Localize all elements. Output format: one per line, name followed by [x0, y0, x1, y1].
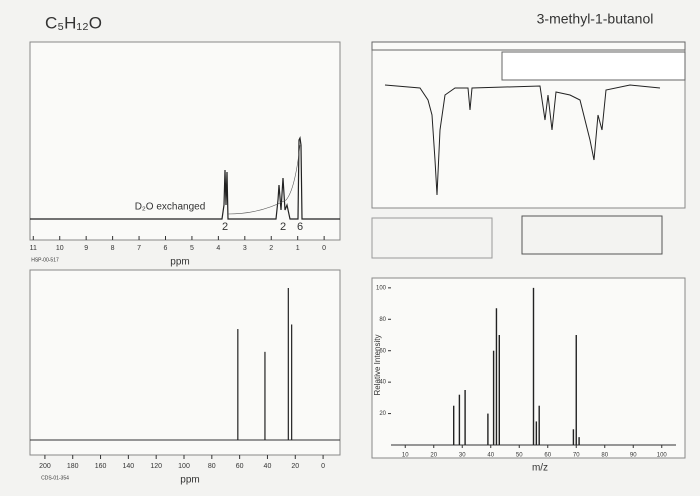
x-tick-label: 60 — [236, 463, 244, 470]
compound-name: 3-methyl-1-butanol — [537, 11, 654, 27]
y-tick-label: 20 — [379, 411, 386, 417]
x-tick-label: 8 — [111, 245, 115, 252]
x-tick-label: 40 — [487, 453, 494, 459]
ir-box — [501, 51, 686, 81]
x-tick-label: 100 — [657, 453, 668, 459]
integration-label: 6 — [297, 221, 303, 233]
h-nmr-trace — [30, 136, 340, 220]
x-tick-label: 200 — [39, 463, 51, 470]
x-tick-label: 9 — [84, 245, 88, 252]
integration-label: 2 — [280, 221, 286, 233]
x-tick-label: 0 — [321, 463, 325, 470]
x-tick-label: 80 — [601, 453, 608, 459]
x-tick-label: 1 — [296, 245, 300, 252]
x-tick-label: 30 — [459, 453, 466, 459]
formula: C₅H₁₂O — [45, 13, 102, 32]
x-tick-label: 100 — [178, 463, 190, 470]
x-tick-label: 60 — [544, 453, 551, 459]
x-tick-label: 3 — [243, 245, 247, 252]
x-tick-label: 90 — [630, 453, 637, 459]
x-tick-label: 11 — [30, 245, 37, 252]
x-tick-label: 6 — [164, 245, 168, 252]
h-nmr-frame — [29, 41, 341, 241]
x-tick-label: 40 — [264, 463, 272, 470]
y-axis-label: Relative Intensity — [373, 335, 382, 396]
x-tick-label: 120 — [150, 463, 162, 470]
x-tick-label: 7 — [137, 245, 141, 252]
ms-frame — [371, 277, 686, 459]
x-tick-label: 160 — [95, 463, 107, 470]
x-tick-label: 70 — [573, 453, 580, 459]
x-tick-label: 20 — [430, 453, 437, 459]
y-tick-label: 60 — [379, 348, 386, 354]
x-tick-label: 80 — [208, 463, 216, 470]
y-tick-label: 80 — [379, 317, 386, 323]
x-axis-label: ppm — [170, 257, 189, 268]
ir-header — [371, 41, 686, 51]
x-axis-label: m/z — [532, 463, 548, 474]
x-tick-label: 4 — [216, 245, 220, 252]
integration-label: 2 — [222, 221, 228, 233]
x-tick-label: 20 — [291, 463, 299, 470]
y-tick-label: 100 — [376, 285, 387, 291]
x-tick-label: 0 — [322, 245, 326, 252]
annotation: D₂O exchanged — [135, 202, 206, 213]
x-axis-label: ppm — [180, 475, 199, 486]
x-tick-label: 10 — [56, 245, 64, 252]
x-tick-label: 2 — [269, 245, 273, 252]
x-tick-label: 140 — [123, 463, 135, 470]
integration-curve — [227, 144, 301, 215]
x-tick-label: 10 — [402, 453, 409, 459]
c-nmr-frame — [29, 269, 341, 456]
ir-table — [371, 217, 493, 259]
spectrum-code: CDS-01-354 — [41, 475, 69, 481]
x-tick-label: 180 — [67, 463, 79, 470]
ir-note-box — [521, 215, 663, 255]
spectrum-code: HSP-00-517 — [31, 257, 59, 263]
x-tick-label: 50 — [516, 453, 523, 459]
ir-trace — [384, 84, 661, 196]
x-tick-label: 5 — [190, 245, 194, 252]
y-tick-label: 40 — [379, 380, 386, 386]
